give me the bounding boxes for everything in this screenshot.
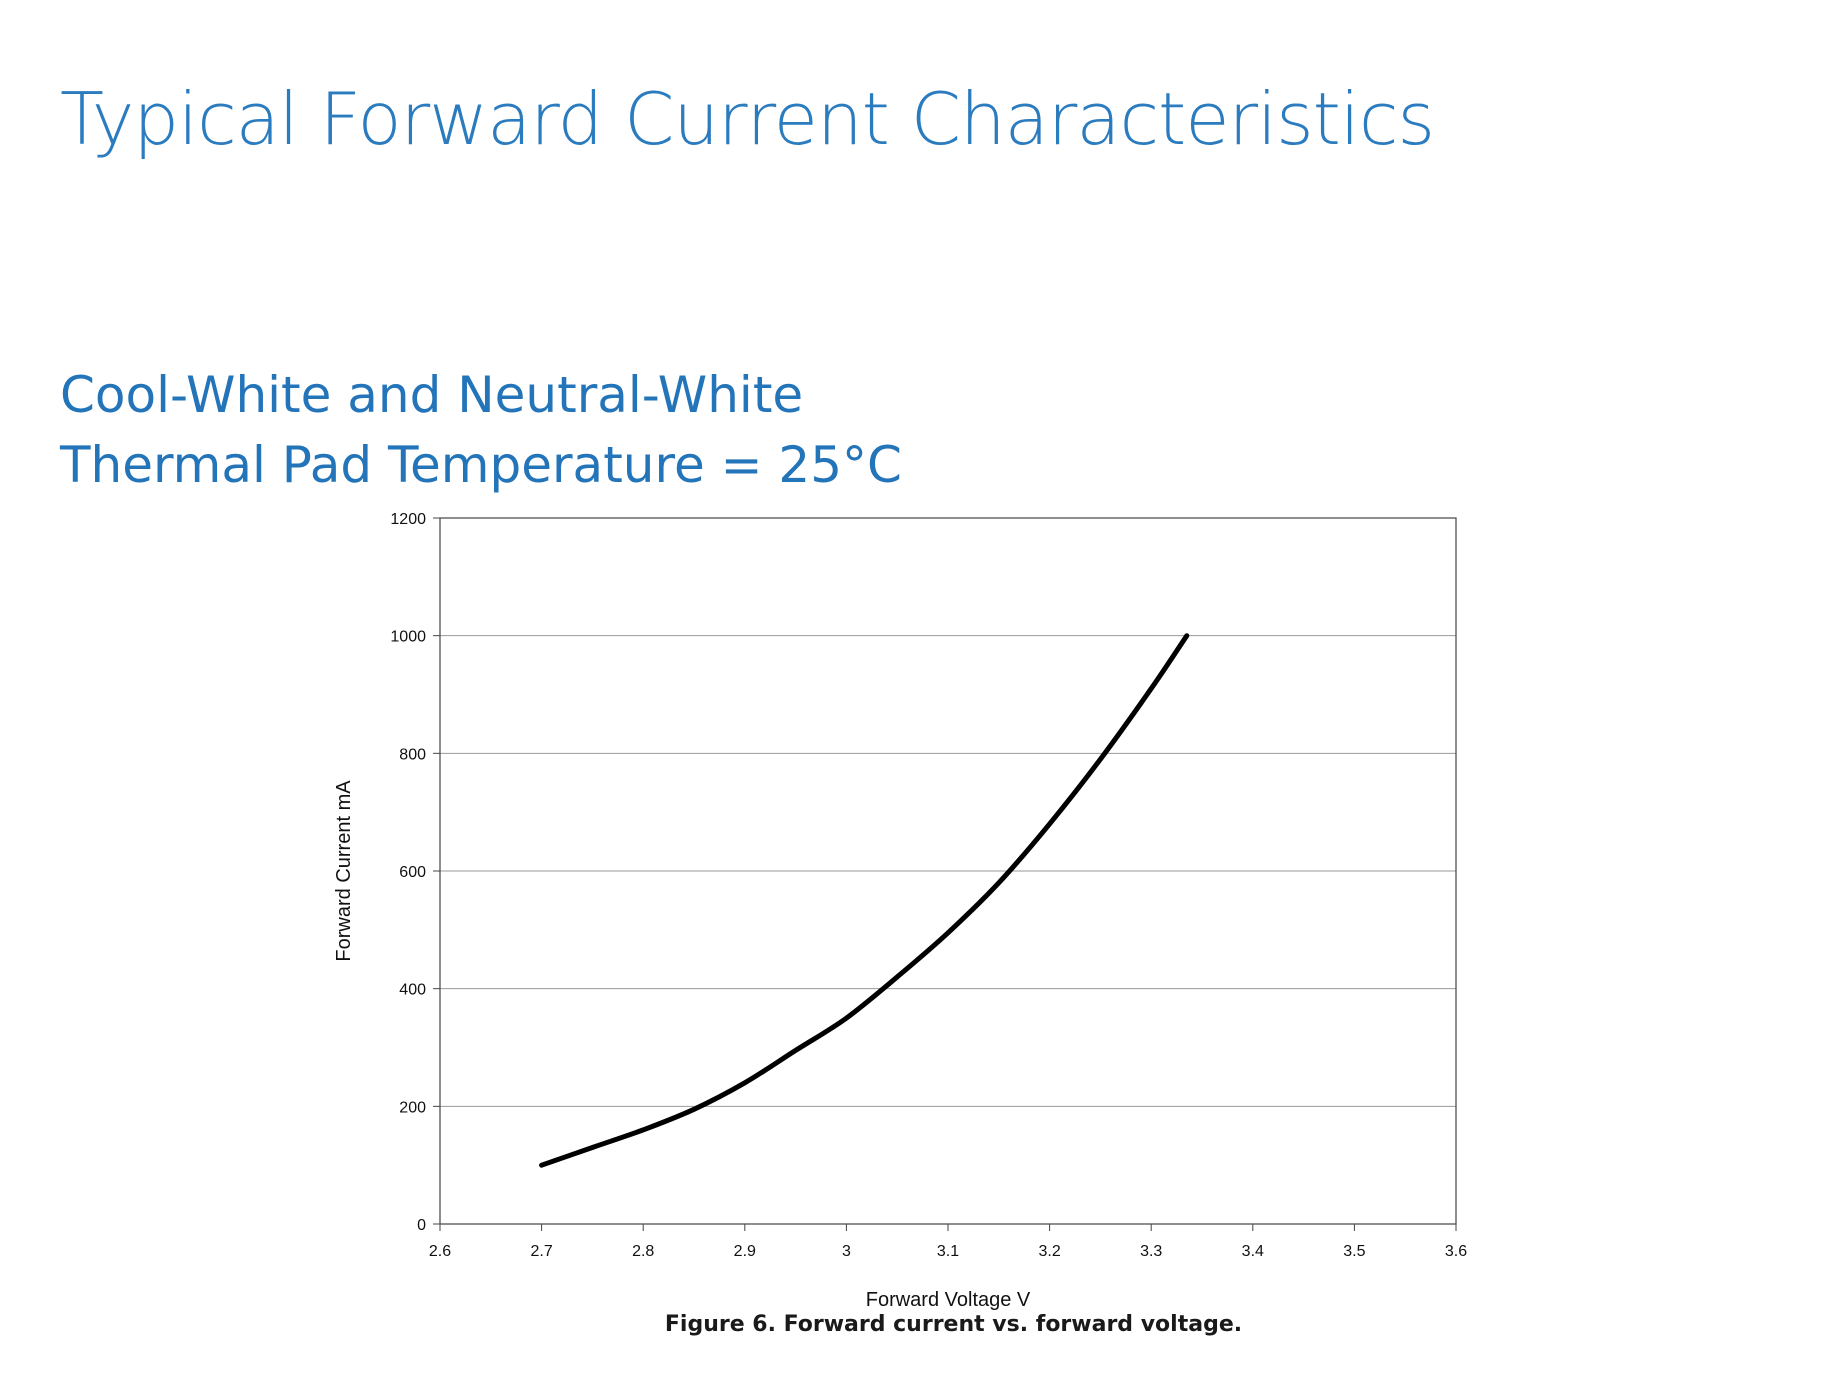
y-tick-label: 400 xyxy=(399,982,426,999)
subtitle-line-2: Thermal Pad Temperature = 25°C xyxy=(60,436,902,494)
x-tick-label: 3.6 xyxy=(1445,1243,1467,1260)
chart-subtitle: Cool-White and Neutral-White Thermal Pad… xyxy=(60,360,902,500)
x-tick-label: 2.6 xyxy=(429,1243,451,1260)
x-tick-label: 3.1 xyxy=(937,1243,959,1260)
y-tick-label: 0 xyxy=(417,1217,426,1234)
x-tick-label: 2.9 xyxy=(734,1243,756,1260)
grid-lines xyxy=(440,635,1456,1107)
subtitle-line-1: Cool-White and Neutral-White xyxy=(60,366,804,424)
x-tick-label: 2.7 xyxy=(530,1243,552,1260)
y-tick-label: 1000 xyxy=(390,629,426,646)
series-line-forward-current xyxy=(539,633,1190,1168)
x-tick-label: 3.5 xyxy=(1343,1243,1365,1260)
figure-caption: Figure 6. Forward current vs. forward vo… xyxy=(664,1312,1243,1337)
x-tick-labels: 2.6 2.7 2.8 2.9 3 3.1 3.2 3.3 3.4 3.5 3.6 xyxy=(429,1224,1467,1260)
x-tick-label: 3.2 xyxy=(1038,1243,1060,1260)
y-axis-label: Forward Current mA xyxy=(333,780,355,962)
y-tick-label: 200 xyxy=(399,1099,426,1116)
page-title: Typical Forward Current Characteristics xyxy=(60,77,1435,161)
x-tick-label: 2.8 xyxy=(632,1243,654,1260)
x-tick-label: 3.4 xyxy=(1242,1243,1264,1260)
y-tick-labels: 0 200 400 600 800 1000 1200 xyxy=(390,511,440,1234)
x-tick-label: 3.3 xyxy=(1140,1243,1162,1260)
y-tick-label: 600 xyxy=(399,864,426,881)
y-tick-label: 800 xyxy=(399,746,426,763)
y-tick-label: 1200 xyxy=(390,511,426,528)
x-axis-label: Forward Voltage V xyxy=(866,1289,1031,1311)
x-tick-label: 3 xyxy=(842,1243,851,1260)
